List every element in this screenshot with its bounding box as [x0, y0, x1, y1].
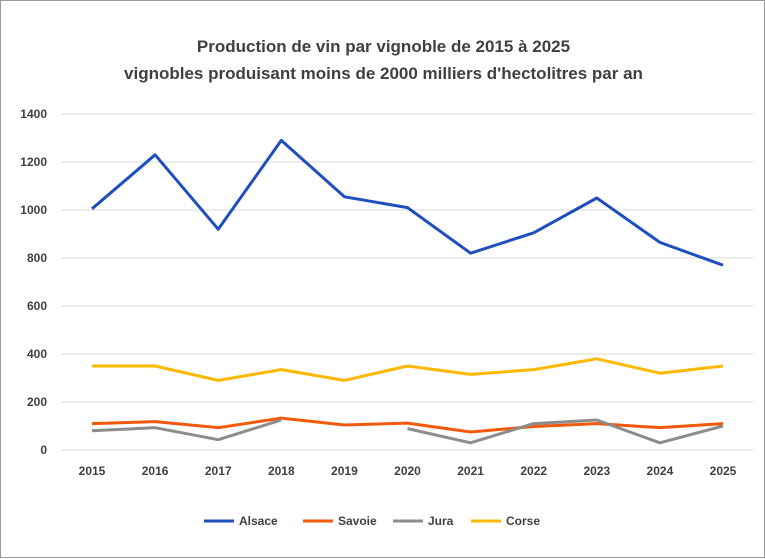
x-tick-label: 2018 — [268, 464, 295, 478]
x-tick-label: 2024 — [647, 464, 674, 478]
x-tick-label: 2015 — [79, 464, 106, 478]
x-tick-label: 2025 — [710, 464, 737, 478]
legend-label-corse: Corse — [506, 514, 540, 528]
y-tick-label: 1400 — [20, 107, 47, 121]
x-tick-label: 2022 — [520, 464, 547, 478]
x-tick-label: 2017 — [205, 464, 232, 478]
y-tick-label: 1200 — [20, 155, 47, 169]
series-line-alsace — [91, 138, 724, 267]
x-tick-label: 2021 — [457, 464, 484, 478]
series-line-jura — [407, 418, 724, 445]
legend-label-savoie: Savoie — [338, 514, 377, 528]
y-tick-label: 0 — [40, 443, 47, 457]
legend-label-jura: Jura — [428, 514, 454, 528]
chart-title: Production de vin par vignoble de 2015 à… — [196, 37, 571, 56]
chart-subtitle: vignobles produisant moins de 2000 milli… — [124, 64, 643, 83]
series-line-jura — [91, 418, 282, 442]
y-tick-label: 1000 — [20, 203, 47, 217]
y-tick-label: 400 — [27, 347, 47, 361]
x-tick-label: 2019 — [331, 464, 358, 478]
y-tick-label: 200 — [27, 395, 47, 409]
chart-title-block: Production de vin par vignoble de 2015 à… — [1, 33, 765, 87]
x-tick-label: 2020 — [394, 464, 421, 478]
series-line-savoie — [91, 416, 724, 434]
y-tick-label: 600 — [27, 299, 47, 313]
y-tick-label: 800 — [27, 251, 47, 265]
x-tick-label: 2023 — [583, 464, 610, 478]
series-line-corse — [92, 357, 724, 382]
x-tick-label: 2016 — [142, 464, 169, 478]
legend-label-alsace: Alsace — [239, 514, 278, 528]
